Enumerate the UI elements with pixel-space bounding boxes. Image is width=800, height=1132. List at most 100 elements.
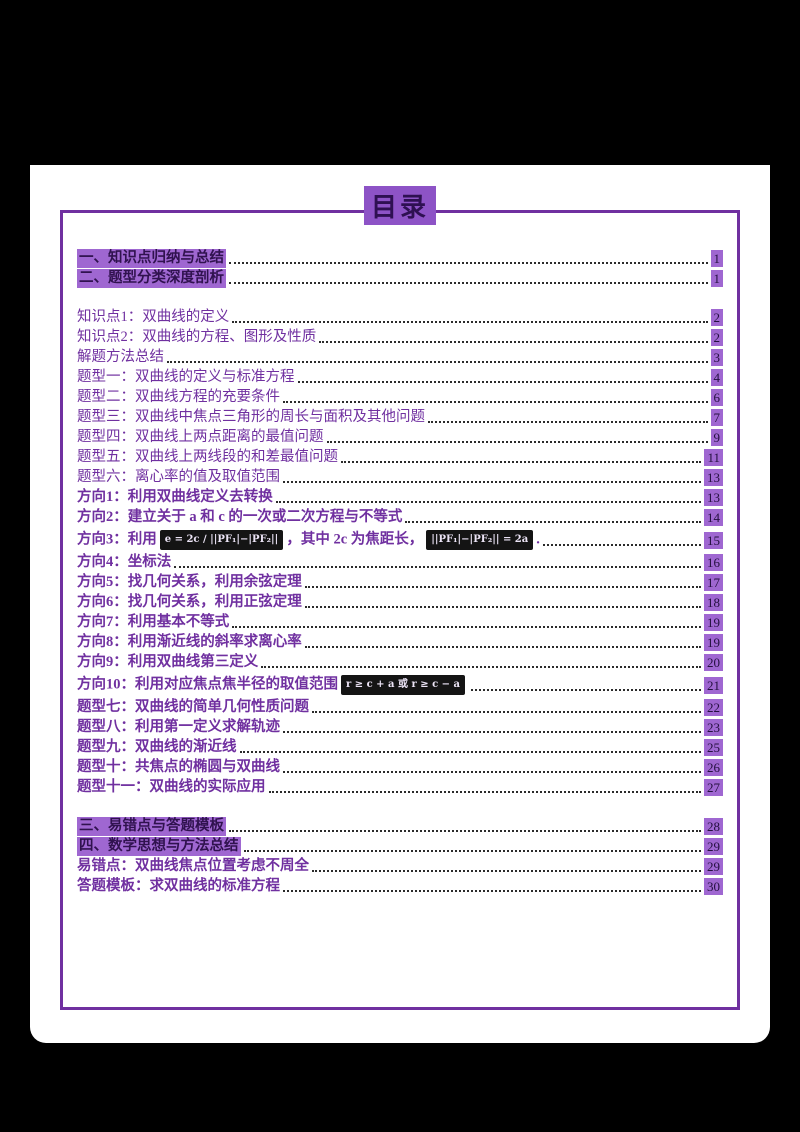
dot-leader bbox=[243, 850, 701, 852]
dot-leader bbox=[326, 441, 708, 443]
toc-entry[interactable]: 方向8：利用渐近线的斜率求离心率 19 bbox=[77, 633, 723, 652]
toc-entry[interactable]: 方向4：坐标法 16 bbox=[77, 553, 723, 572]
toc-entry-page-number: 2 bbox=[710, 329, 723, 346]
toc-list: 一、知识点归纳与总结 1 二、题型分类深度剖析 1 知识点1：双曲线的定义 2 … bbox=[77, 249, 723, 897]
dot-leader bbox=[304, 606, 701, 608]
toc-entry[interactable]: 四、数学思想与方法总结 29 bbox=[77, 837, 723, 856]
toc-entry[interactable]: 方向9：利用双曲线第三定义 20 bbox=[77, 653, 723, 672]
toc-entry-page-number: 18 bbox=[704, 594, 723, 611]
dot-leader bbox=[283, 771, 701, 773]
dot-leader bbox=[261, 666, 701, 668]
toc-entry-page-number: 13 bbox=[704, 469, 723, 486]
toc-entry[interactable]: 知识点1：双曲线的定义 2 bbox=[77, 308, 723, 327]
dot-leader bbox=[283, 890, 701, 892]
dot-leader bbox=[405, 521, 701, 523]
dot-leader bbox=[304, 586, 701, 588]
toc-entry-page-number: 21 bbox=[704, 677, 723, 694]
toc-entry-label: 方向2：建立关于 a 和 c 的一次或二次方程与不等式 bbox=[77, 509, 403, 525]
toc-entry-page-number: 11 bbox=[704, 449, 723, 466]
toc-entry-label: 题型十：共焦点的椭圆与双曲线 bbox=[77, 759, 280, 775]
toc-entry-page-number: 7 bbox=[710, 409, 723, 426]
toc-entry[interactable]: 题型四：双曲线上两点距离的最值问题 9 bbox=[77, 428, 723, 447]
toc-entry-page-number: 29 bbox=[704, 858, 723, 875]
entry-text: 方向3：利用 bbox=[77, 531, 157, 548]
toc-entry[interactable]: 二、题型分类深度剖析 1 bbox=[77, 269, 723, 288]
toc-entry[interactable]: 题型八：利用第一定义求解轨迹 23 bbox=[77, 718, 723, 737]
toc-entry-label: 题型十一：双曲线的实际应用 bbox=[77, 779, 266, 795]
toc-entry[interactable]: 易错点：双曲线焦点位置考虑不周全 29 bbox=[77, 857, 723, 876]
toc-entry[interactable]: 方向5：找几何关系，利用余弦定理 17 bbox=[77, 573, 723, 592]
toc-entry[interactable]: 题型一：双曲线的定义与标准方程 4 bbox=[77, 368, 723, 387]
dot-leader bbox=[428, 421, 708, 423]
toc-entry-page-number: 6 bbox=[710, 389, 723, 406]
toc-entry[interactable]: 方向7：利用基本不等式 19 bbox=[77, 613, 723, 632]
toc-entry-label: 方向10：利用对应焦点焦半径的取值范围 r ≥ c + a 或 r ≥ c − a bbox=[77, 675, 468, 695]
dot-leader bbox=[232, 626, 701, 628]
toc-entry[interactable]: 方向3：利用 e = 2c ∕ ||PF₁|−|PF₂|| ，其中 2c 为焦距长，… bbox=[77, 530, 723, 550]
dot-leader bbox=[297, 381, 708, 383]
toc-entry-label: 知识点1：双曲线的定义 bbox=[77, 309, 230, 325]
toc-entry-label: 题型一：双曲线的定义与标准方程 bbox=[77, 369, 295, 385]
toc-entry-page-number: 17 bbox=[704, 574, 723, 591]
toc-title: 目录 bbox=[363, 186, 437, 225]
toc-entry-page-number: 3 bbox=[710, 349, 723, 366]
dot-leader bbox=[542, 544, 701, 546]
toc-entry[interactable]: 方向10：利用对应焦点焦半径的取值范围 r ≥ c + a 或 r ≥ c − a… bbox=[77, 675, 723, 695]
toc-entry-label: 方向1：利用双曲线定义去转换 bbox=[77, 489, 273, 505]
dot-leader bbox=[229, 262, 708, 264]
formula-image: ||PF₁|−|PF₂|| = 2a bbox=[426, 530, 534, 550]
toc-entry[interactable]: 题型三：双曲线中焦点三角形的周长与面积及其他问题 7 bbox=[77, 408, 723, 427]
toc-entry-label: 易错点：双曲线焦点位置考虑不周全 bbox=[77, 858, 309, 874]
toc-entry-label: 题型八：利用第一定义求解轨迹 bbox=[77, 719, 280, 735]
toc-entry[interactable]: 题型六：离心率的值及取值范围 13 bbox=[77, 468, 723, 487]
toc-entry-label: 方向9：利用双曲线第三定义 bbox=[77, 654, 259, 670]
document-page: 目录 一、知识点归纳与总结 1 二、题型分类深度剖析 1 知识点1：双曲线的定义… bbox=[30, 165, 770, 1043]
toc-entry-page-number: 25 bbox=[704, 739, 723, 756]
toc-entry-page-number: 19 bbox=[704, 634, 723, 651]
toc-entry[interactable]: 一、知识点归纳与总结 1 bbox=[77, 249, 723, 268]
toc-entry[interactable]: 题型十：共焦点的椭圆与双曲线 26 bbox=[77, 758, 723, 777]
dot-leader bbox=[341, 461, 702, 463]
dot-leader bbox=[167, 361, 708, 363]
toc-entry[interactable]: 题型七：双曲线的简单几何性质问题 22 bbox=[77, 698, 723, 717]
toc-entry-label: 方向4：坐标法 bbox=[77, 554, 172, 570]
toc-entry[interactable]: 题型九：双曲线的渐近线 25 bbox=[77, 738, 723, 757]
toc-entry-label: 方向6：找几何关系，利用正弦定理 bbox=[77, 594, 302, 610]
toc-entry[interactable]: 答题模板：求双曲线的标准方程 30 bbox=[77, 877, 723, 896]
toc-entry[interactable]: 三、易错点与答题模板 28 bbox=[77, 817, 723, 836]
toc-entry-label: 题型九：双曲线的渐近线 bbox=[77, 739, 237, 755]
toc-entry-page-number: 30 bbox=[704, 878, 723, 895]
toc-entry[interactable]: 题型二：双曲线方程的充要条件 6 bbox=[77, 388, 723, 407]
toc-entry-label: 解题方法总结 bbox=[77, 349, 164, 365]
toc-entry[interactable]: 方向6：找几何关系，利用正弦定理 18 bbox=[77, 593, 723, 612]
toc-entry[interactable]: 知识点2：双曲线的方程、图形及性质 2 bbox=[77, 328, 723, 347]
toc-entry[interactable]: 题型五：双曲线上两线段的和差最值问题 11 bbox=[77, 448, 723, 467]
toc-entry-page-number: 23 bbox=[704, 719, 723, 736]
entry-text: ，其中 2c 为焦距长， bbox=[286, 531, 424, 548]
dot-leader bbox=[312, 711, 701, 713]
toc-entry[interactable]: 方向2：建立关于 a 和 c 的一次或二次方程与不等式 14 bbox=[77, 508, 723, 527]
dot-leader bbox=[312, 870, 701, 872]
toc-entry-label: 二、题型分类深度剖析 bbox=[77, 269, 226, 288]
toc-entry-page-number: 2 bbox=[710, 309, 723, 326]
toc-entry-label: 题型七：双曲线的简单几何性质问题 bbox=[77, 699, 309, 715]
toc-entry-page-number: 27 bbox=[704, 779, 723, 796]
toc-entry[interactable]: 题型十一：双曲线的实际应用 27 bbox=[77, 778, 723, 797]
toc-entry-page-number: 4 bbox=[710, 369, 723, 386]
toc-entry[interactable]: 解题方法总结 3 bbox=[77, 348, 723, 367]
toc-entry-label: 四、数学思想与方法总结 bbox=[77, 837, 241, 856]
dot-leader bbox=[471, 689, 701, 691]
toc-entry-label: 方向8：利用渐近线的斜率求离心率 bbox=[77, 634, 302, 650]
toc-entry-page-number: 15 bbox=[704, 532, 723, 549]
toc-entry-label: 三、易错点与答题模板 bbox=[77, 817, 226, 836]
dot-leader bbox=[283, 731, 701, 733]
dot-leader bbox=[319, 341, 708, 343]
toc-entry-label: 答题模板：求双曲线的标准方程 bbox=[77, 878, 280, 894]
toc-entry-label: 知识点2：双曲线的方程、图形及性质 bbox=[77, 329, 317, 345]
formula-image: e = 2c ∕ ||PF₁|−|PF₂|| bbox=[159, 530, 284, 550]
dot-leader bbox=[232, 321, 708, 323]
dot-leader bbox=[268, 791, 701, 793]
toc-entry-page-number: 14 bbox=[704, 509, 723, 526]
toc-entry-page-number: 19 bbox=[704, 614, 723, 631]
toc-entry[interactable]: 方向1：利用双曲线定义去转换 13 bbox=[77, 488, 723, 507]
